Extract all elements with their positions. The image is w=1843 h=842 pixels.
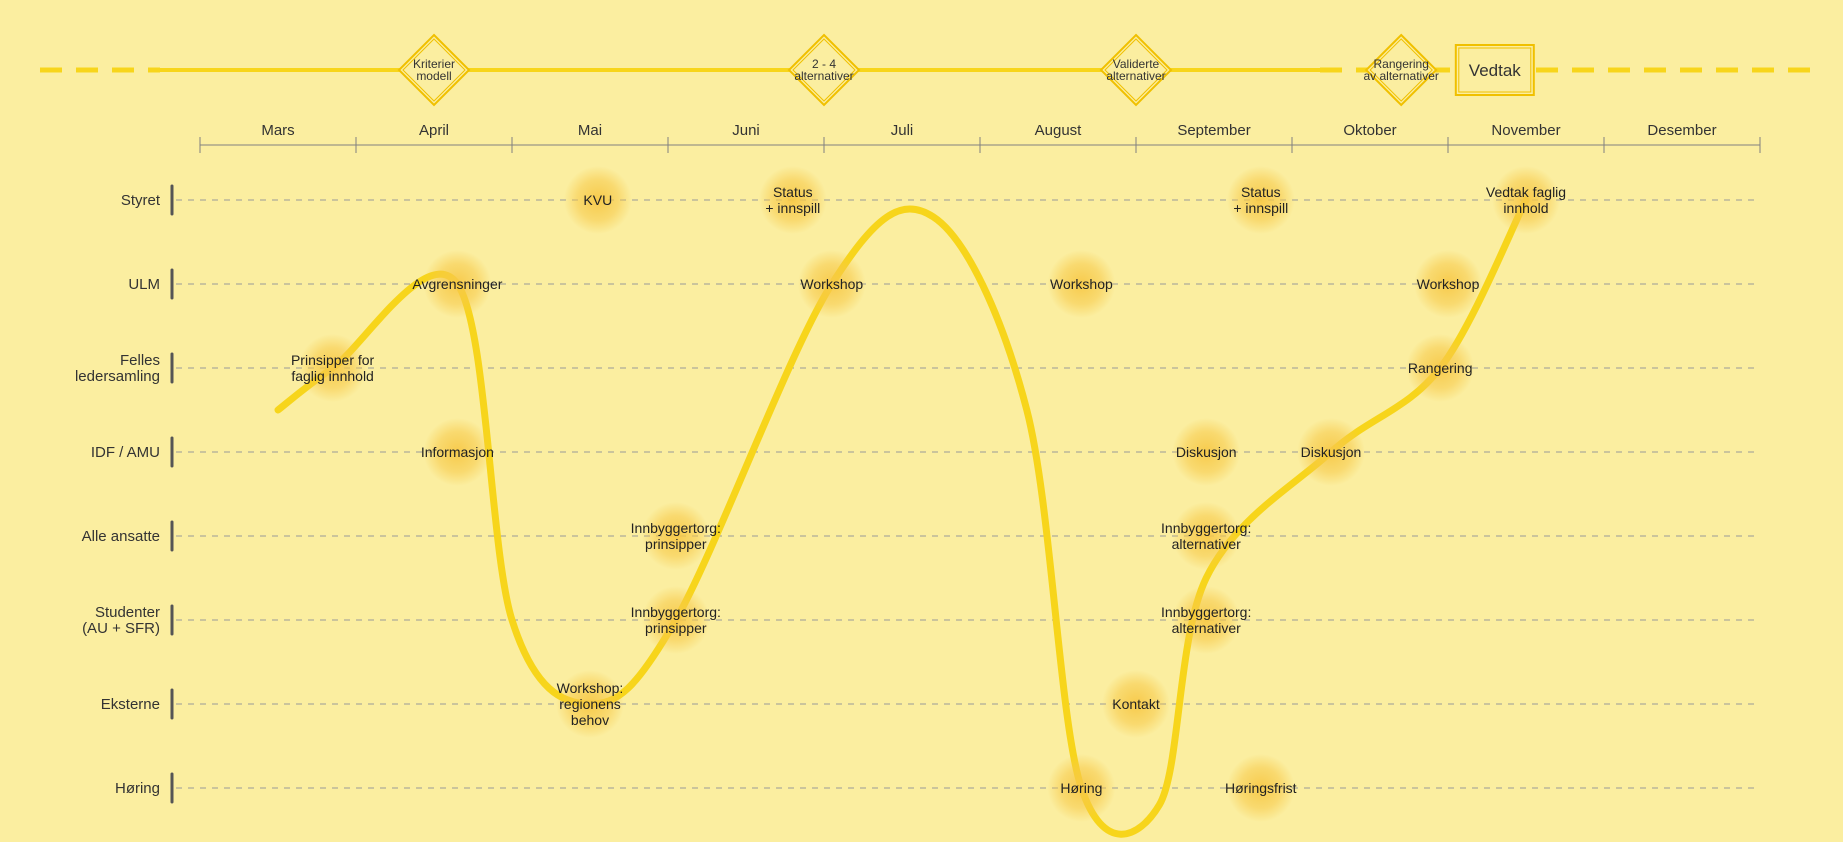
event-label: Workshop	[800, 276, 863, 292]
month-label: Oktober	[1343, 122, 1396, 139]
track-label: Styret	[121, 192, 161, 209]
event-label: Innbyggertorg:	[1161, 604, 1251, 620]
process-timeline: Kriteriermodell2 - 4alternativerValidert…	[0, 0, 1843, 842]
event-label: Vedtak faglig	[1486, 184, 1566, 200]
milestone-label: alternativer	[794, 69, 853, 83]
event-label: Diskusjon	[1301, 444, 1362, 460]
event-label: + innspill	[1233, 200, 1288, 216]
event-label: prinsipper	[645, 620, 707, 636]
event-label: Høringsfrist	[1225, 780, 1297, 796]
month-label: Mai	[578, 122, 602, 139]
month-label: November	[1491, 122, 1560, 139]
month-label: Juli	[891, 122, 914, 139]
event-label: Workshop	[1417, 276, 1480, 292]
track-label: ledersamling	[75, 368, 160, 385]
event-label: behov	[571, 712, 609, 728]
event-label: Diskusjon	[1176, 444, 1237, 460]
track-label: ULM	[128, 276, 160, 293]
event-label: prinsipper	[645, 536, 707, 552]
event-label: Kontakt	[1112, 696, 1160, 712]
track-label: Studenter	[95, 604, 160, 621]
event-label: alternativer	[1172, 536, 1242, 552]
event-label: innhold	[1503, 200, 1548, 216]
event-label: Status	[1241, 184, 1281, 200]
event-label: + innspill	[765, 200, 820, 216]
track-label: IDF / AMU	[91, 444, 160, 461]
month-label: August	[1035, 122, 1083, 139]
milestone-label: modell	[416, 69, 451, 83]
event-label: Rangering	[1408, 360, 1473, 376]
track-label: Eksterne	[101, 696, 160, 713]
track-label: Felles	[120, 352, 160, 369]
event-label: Prinsipper for	[291, 352, 375, 368]
milestone-label: alternativer	[1106, 69, 1165, 83]
event-label: faglig innhold	[291, 368, 374, 384]
month-label: Mars	[261, 122, 294, 139]
event-label: Workshop:	[557, 680, 624, 696]
event-label: Status	[773, 184, 813, 200]
month-label: September	[1177, 122, 1250, 139]
event-label: Avgrensninger	[412, 276, 502, 292]
track-label: Alle ansatte	[82, 528, 160, 545]
event-label: KVU	[583, 192, 612, 208]
event-label: regionens	[559, 696, 621, 712]
milestone-label: av alternativer	[1364, 69, 1439, 83]
event-label: Innbyggertorg:	[1161, 520, 1251, 536]
event-label: alternativer	[1172, 620, 1242, 636]
month-label: Juni	[732, 122, 760, 139]
month-label: April	[419, 122, 449, 139]
month-label: Desember	[1647, 122, 1716, 139]
track-label: (AU + SFR)	[82, 620, 160, 637]
event-label: Informasjon	[421, 444, 494, 460]
event-label: Innbyggertorg:	[631, 604, 721, 620]
track-label: Høring	[115, 780, 160, 797]
milestone-label: Vedtak	[1469, 61, 1521, 80]
event-label: Innbyggertorg:	[631, 520, 721, 536]
event-label: Høring	[1060, 780, 1102, 796]
event-label: Workshop	[1050, 276, 1113, 292]
